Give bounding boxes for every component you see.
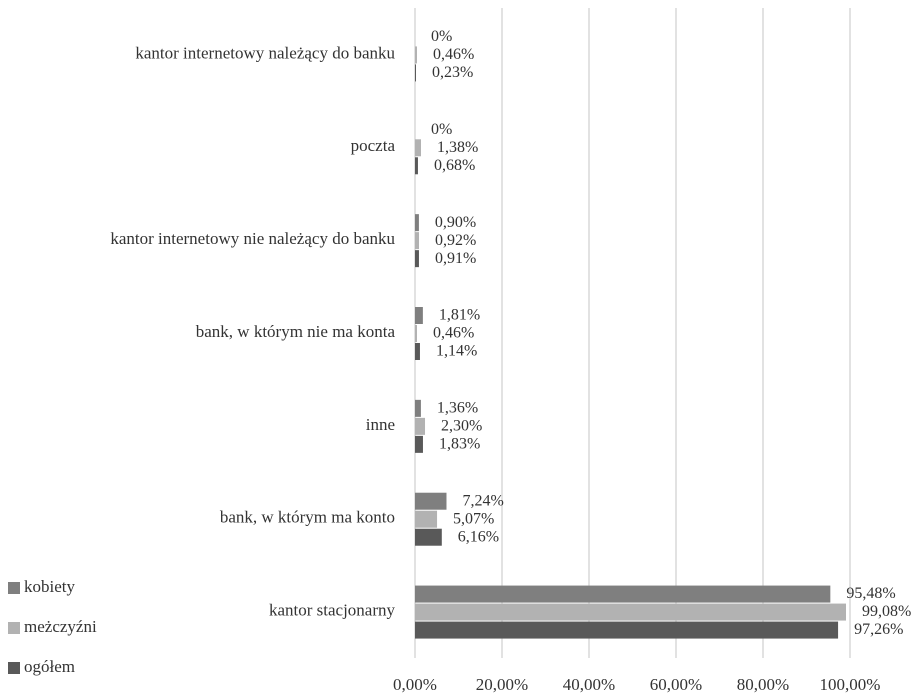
bar — [415, 307, 423, 324]
value-label: 1,14% — [436, 343, 477, 360]
category-label: kantor stacjonarny — [269, 600, 396, 619]
legend-swatch — [8, 582, 20, 594]
x-tick-label: 20,00% — [476, 675, 528, 694]
bar — [415, 492, 447, 510]
bar — [415, 399, 421, 417]
category-label: poczta — [351, 136, 396, 155]
legend-swatch — [8, 622, 20, 634]
bar — [415, 585, 831, 603]
value-label: 0,68% — [434, 157, 475, 174]
bar — [415, 603, 846, 621]
bar — [415, 621, 839, 639]
bar — [415, 528, 442, 546]
value-label: 7,24% — [462, 492, 503, 509]
value-label: 99,08% — [862, 603, 911, 620]
legend-label: ogółem — [24, 657, 75, 676]
bar — [415, 157, 418, 175]
value-label: 1,36% — [437, 400, 478, 417]
bar — [415, 64, 417, 82]
bar — [415, 250, 419, 268]
legend-label: meżczyźni — [24, 617, 97, 636]
bar — [415, 510, 438, 528]
category-label: bank, w którym ma konto — [220, 508, 395, 527]
value-label: 0,92% — [435, 232, 476, 249]
bar — [415, 343, 420, 360]
value-label: 0,46% — [433, 325, 474, 342]
value-label: 5,07% — [453, 510, 494, 527]
x-tick-label: 0,00% — [393, 675, 437, 694]
value-label: 1,81% — [439, 307, 480, 324]
bar — [415, 46, 418, 64]
bar — [415, 232, 420, 250]
category-label: kantor internetowy należący do banku — [135, 43, 395, 62]
value-label: 0,91% — [435, 250, 476, 267]
bar — [415, 214, 419, 232]
value-label: 97,26% — [854, 621, 903, 638]
value-label: 0,46% — [433, 46, 474, 63]
category-label: bank, w którym nie ma konta — [196, 322, 396, 341]
value-label: 0,90% — [435, 214, 476, 231]
value-label: 0,23% — [432, 64, 473, 81]
value-label: 0% — [431, 28, 452, 45]
value-label: 0% — [431, 121, 452, 138]
x-tick-label: 80,00% — [737, 675, 789, 694]
value-label: 6,16% — [458, 528, 499, 545]
value-label: 1,83% — [439, 436, 480, 453]
value-label: 95,48% — [846, 585, 895, 602]
value-label: 1,38% — [437, 139, 478, 156]
legend-label: kobiety — [24, 577, 75, 596]
x-tick-label: 60,00% — [650, 675, 702, 694]
category-label: inne — [366, 415, 395, 434]
x-tick-label: 40,00% — [563, 675, 615, 694]
x-tick-label: 100,00% — [820, 675, 881, 694]
value-label: 2,30% — [441, 418, 482, 435]
legend-swatch — [8, 662, 20, 674]
bar — [415, 139, 422, 157]
bar — [415, 325, 418, 342]
bar — [415, 417, 426, 435]
bar — [415, 435, 423, 453]
category-label: kantor internetowy nie należący do banku — [110, 229, 395, 248]
